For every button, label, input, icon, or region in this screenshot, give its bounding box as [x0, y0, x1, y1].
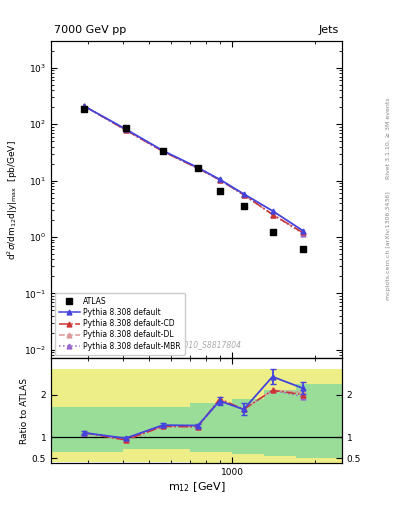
X-axis label: m$_{12}$ [GeV]: m$_{12}$ [GeV] [168, 480, 225, 494]
Pythia 8.308 default-CD [300, 229, 305, 236]
Line: Pythia 8.308 default-MBR: Pythia 8.308 default-MBR [82, 103, 305, 236]
Y-axis label: d$^2\sigma$/dm$_{12}$d|y|$_\mathrm{max}$  [pb/GeV]: d$^2\sigma$/dm$_{12}$d|y|$_\mathrm{max}$… [6, 140, 20, 260]
Bar [189, 403, 232, 452]
Pythia 8.308 default-DL [160, 148, 165, 155]
Text: mcplots.cern.ch [arXiv:1306.3436]: mcplots.cern.ch [arXiv:1306.3436] [386, 191, 391, 300]
Bar [232, 399, 264, 454]
Pythia 8.308 default [270, 208, 275, 214]
Bar [264, 369, 296, 465]
Bar [296, 369, 342, 467]
Bar [51, 369, 123, 462]
Pythia 8.308 default-DL [241, 191, 246, 198]
Pythia 8.308 default [241, 191, 246, 197]
Pythia 8.308 default-CD [82, 103, 86, 109]
Line: Pythia 8.308 default-CD: Pythia 8.308 default-CD [82, 103, 305, 235]
Bar [189, 369, 232, 463]
Line: Pythia 8.308 default-DL: Pythia 8.308 default-DL [82, 103, 305, 235]
Pythia 8.308 default-CD [217, 177, 222, 183]
Pythia 8.308 default-DL [270, 211, 275, 218]
Pythia 8.308 default-DL [217, 177, 222, 183]
ATLAS [195, 163, 201, 172]
Pythia 8.308 default-CD [160, 148, 165, 155]
Pythia 8.308 default-MBR [217, 177, 222, 183]
Pythia 8.308 default-DL [82, 103, 86, 109]
Line: Pythia 8.308 default: Pythia 8.308 default [82, 103, 305, 233]
ATLAS [160, 147, 166, 156]
Pythia 8.308 default [123, 126, 128, 132]
Pythia 8.308 default-DL [300, 229, 305, 236]
ATLAS [269, 228, 275, 237]
Text: Jets: Jets [319, 25, 339, 35]
Pythia 8.308 default-CD [270, 211, 275, 218]
Bar [123, 369, 189, 462]
Pythia 8.308 default [195, 164, 200, 170]
Pythia 8.308 default-MBR [241, 191, 246, 198]
Bar [296, 384, 342, 458]
Pythia 8.308 default-MBR [270, 211, 275, 218]
ATLAS [81, 104, 87, 113]
Text: ATLAS_2010_S8817804: ATLAS_2010_S8817804 [151, 340, 242, 349]
Pythia 8.308 default-MBR [82, 103, 86, 109]
Pythia 8.308 default [217, 176, 222, 182]
Text: 7000 GeV pp: 7000 GeV pp [54, 25, 126, 35]
Pythia 8.308 default-CD [195, 165, 200, 172]
Bar [51, 407, 123, 452]
Pythia 8.308 default [300, 227, 305, 233]
Pythia 8.308 default-CD [123, 127, 128, 133]
ATLAS [123, 124, 129, 132]
ATLAS [241, 202, 247, 210]
Pythia 8.308 default [82, 103, 86, 109]
Pythia 8.308 default-CD [241, 191, 246, 198]
Pythia 8.308 default-DL [195, 165, 200, 172]
Pythia 8.308 default-MBR [160, 148, 165, 155]
Pythia 8.308 default-MBR [300, 230, 305, 237]
Text: Rivet 3.1.10, ≥ 3M events: Rivet 3.1.10, ≥ 3M events [386, 97, 391, 179]
Y-axis label: Ratio to ATLAS: Ratio to ATLAS [20, 378, 29, 444]
Pythia 8.308 default-MBR [195, 165, 200, 172]
Bar [232, 369, 264, 464]
ATLAS [217, 187, 223, 195]
Bar [123, 407, 189, 449]
Pythia 8.308 default-MBR [123, 127, 128, 133]
Pythia 8.308 default [160, 147, 165, 154]
ATLAS [299, 245, 306, 253]
Pythia 8.308 default-DL [123, 127, 128, 133]
Legend: ATLAS, Pythia 8.308 default, Pythia 8.308 default-CD, Pythia 8.308 default-DL, P: ATLAS, Pythia 8.308 default, Pythia 8.30… [55, 293, 185, 355]
Bar [264, 390, 296, 456]
